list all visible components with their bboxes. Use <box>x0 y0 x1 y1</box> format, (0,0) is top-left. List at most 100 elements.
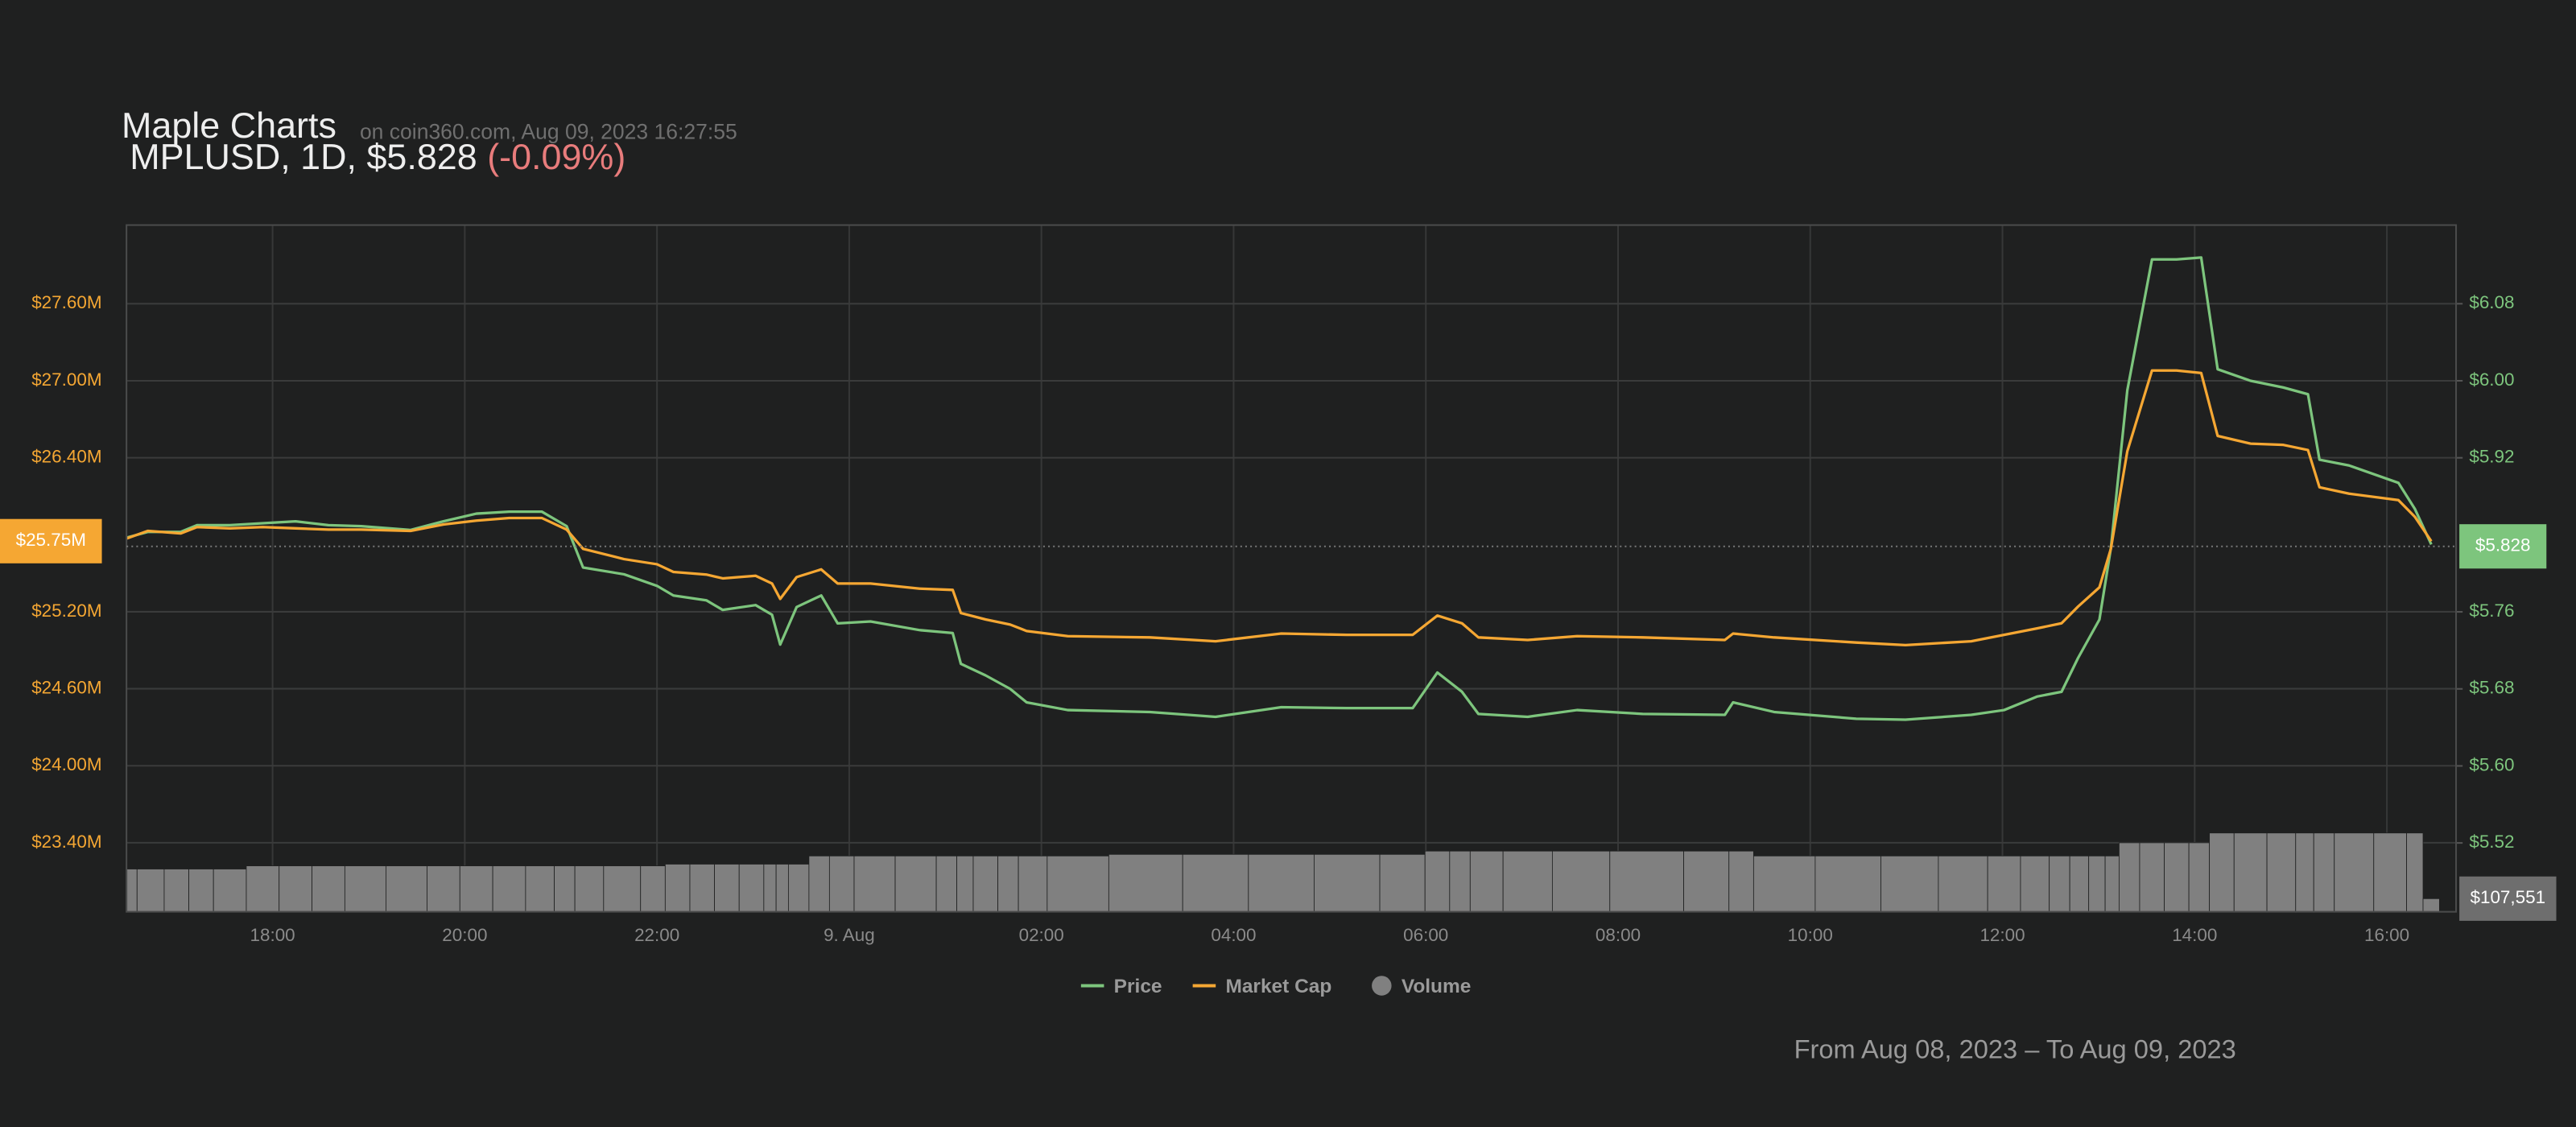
volume-bar <box>664 864 691 913</box>
legend-label: Market Cap <box>1225 976 1331 997</box>
y-tick-label: $24.60M <box>31 678 101 698</box>
volume-bar <box>689 864 716 913</box>
volume-bar <box>2188 842 2211 913</box>
y-tick-label: $26.40M <box>31 447 101 467</box>
volume-bar <box>787 864 810 913</box>
volume-bar <box>2104 855 2120 913</box>
x-tick-label: 18:00 <box>250 925 295 945</box>
volume-bar <box>312 865 345 913</box>
volume-bar <box>163 869 189 913</box>
volume-bar <box>279 865 312 913</box>
x-tick-label: 04:00 <box>1211 925 1256 945</box>
volume-bar <box>1683 850 1730 913</box>
volume-bar <box>714 864 740 913</box>
volume-bar <box>2406 832 2424 913</box>
y-tick-label: $25.20M <box>31 601 101 621</box>
volume-bar <box>2049 855 2070 913</box>
volume-bar <box>2313 832 2335 913</box>
current-box <box>0 518 102 564</box>
line <box>126 256 2433 721</box>
volume-bar <box>1880 855 1939 913</box>
volume-bar <box>188 869 214 913</box>
volume-bar <box>1379 853 1426 913</box>
volume-bar <box>1502 850 1553 913</box>
y2-tick-label: $6.00 <box>2469 369 2514 390</box>
y-tick-label: $23.40M <box>31 832 101 852</box>
volume-bar <box>640 865 666 913</box>
volume-bar <box>2209 832 2235 913</box>
x-tick-label: 22:00 <box>634 925 679 945</box>
x-tick-label: 12:00 <box>1979 925 2025 945</box>
volume-bar <box>2266 832 2297 913</box>
chart-title: Maple Charts <box>122 105 336 146</box>
volume-bar <box>1752 855 1816 913</box>
volume-bar <box>738 864 765 913</box>
volume-bar <box>1108 853 1183 913</box>
volume-bar <box>427 865 460 913</box>
x-tick-label: 08:00 <box>1596 925 1641 945</box>
volume-bar <box>246 865 280 913</box>
volume-bar <box>459 865 493 913</box>
x-tick-label: 16:00 <box>2364 925 2409 945</box>
volume-bar <box>808 855 830 913</box>
footer: From Aug 08, 2023 – To Aug 09, 2023 <box>1794 1034 2236 1064</box>
volume-bar <box>2373 832 2408 913</box>
volume-bar <box>997 855 1019 913</box>
volume-bar <box>853 855 896 913</box>
y2-tick-label: $5.92 <box>2469 447 2514 467</box>
volume-bar <box>2088 855 2106 913</box>
volume-bar <box>828 855 855 913</box>
legend-marker <box>1372 976 1392 996</box>
volume-bar <box>2139 842 2165 913</box>
y2-tick-label: $5.60 <box>2469 754 2514 774</box>
volume-bar <box>1609 850 1684 913</box>
volume-bar <box>126 869 138 913</box>
x-tick-label: 06:00 <box>1403 925 1448 945</box>
legend-label: Volume <box>1402 976 1472 997</box>
volume-bar <box>894 855 937 913</box>
volume-bar <box>136 869 165 913</box>
volume-bar <box>386 865 427 913</box>
volume-bar <box>554 865 576 913</box>
change: (-0.09%) <box>487 136 625 177</box>
x-tick-label: 02:00 <box>1019 925 1064 945</box>
volume-bar <box>1469 850 1504 913</box>
volume-bar <box>1314 853 1381 913</box>
volume-bar <box>1182 853 1249 913</box>
y-tick-label: $27.00M <box>31 369 101 390</box>
volume-bar <box>1938 855 1988 913</box>
x-tick-label: 9. Aug <box>824 925 875 945</box>
volume-bar <box>1046 855 1109 913</box>
volume-bar <box>1424 850 1451 913</box>
volume-bar <box>2233 832 2268 913</box>
volume-bar <box>972 855 999 913</box>
volume-bar <box>1018 855 1048 913</box>
volume-bar <box>1248 853 1315 913</box>
volume-bar <box>2118 842 2140 913</box>
current-label: $25.75M <box>16 530 86 550</box>
volume-bar <box>603 865 642 913</box>
volume-bar <box>2069 855 2090 913</box>
y-tick-label: $27.60M <box>31 292 101 312</box>
volume-bar <box>2334 832 2375 913</box>
current-label: $107,551 <box>2471 887 2546 907</box>
y2-tick-label: $5.68 <box>2469 678 2514 698</box>
volume-bar <box>2164 842 2190 913</box>
source: on coin360.com, Aug 09, 2023 16:27:55 <box>360 119 737 143</box>
volume-bar <box>1987 855 2021 913</box>
y2-tick-label: $5.76 <box>2469 601 2514 621</box>
subtitle-text: MPLUSD, 1D, $5.828 <box>130 136 477 177</box>
subtitle: MPLUSD, 1D, $5.828 (-0.09%) <box>130 136 625 177</box>
volume-bar <box>763 864 777 913</box>
volume-bar <box>1814 855 1881 913</box>
plot-frame <box>126 224 2458 913</box>
volume-bar <box>2020 855 2050 913</box>
volume-bar <box>2295 832 2314 913</box>
current-label: $5.828 <box>2475 535 2531 555</box>
current-box <box>2459 524 2547 569</box>
volume-bar <box>956 855 974 913</box>
x-tick-label: 20:00 <box>442 925 487 945</box>
